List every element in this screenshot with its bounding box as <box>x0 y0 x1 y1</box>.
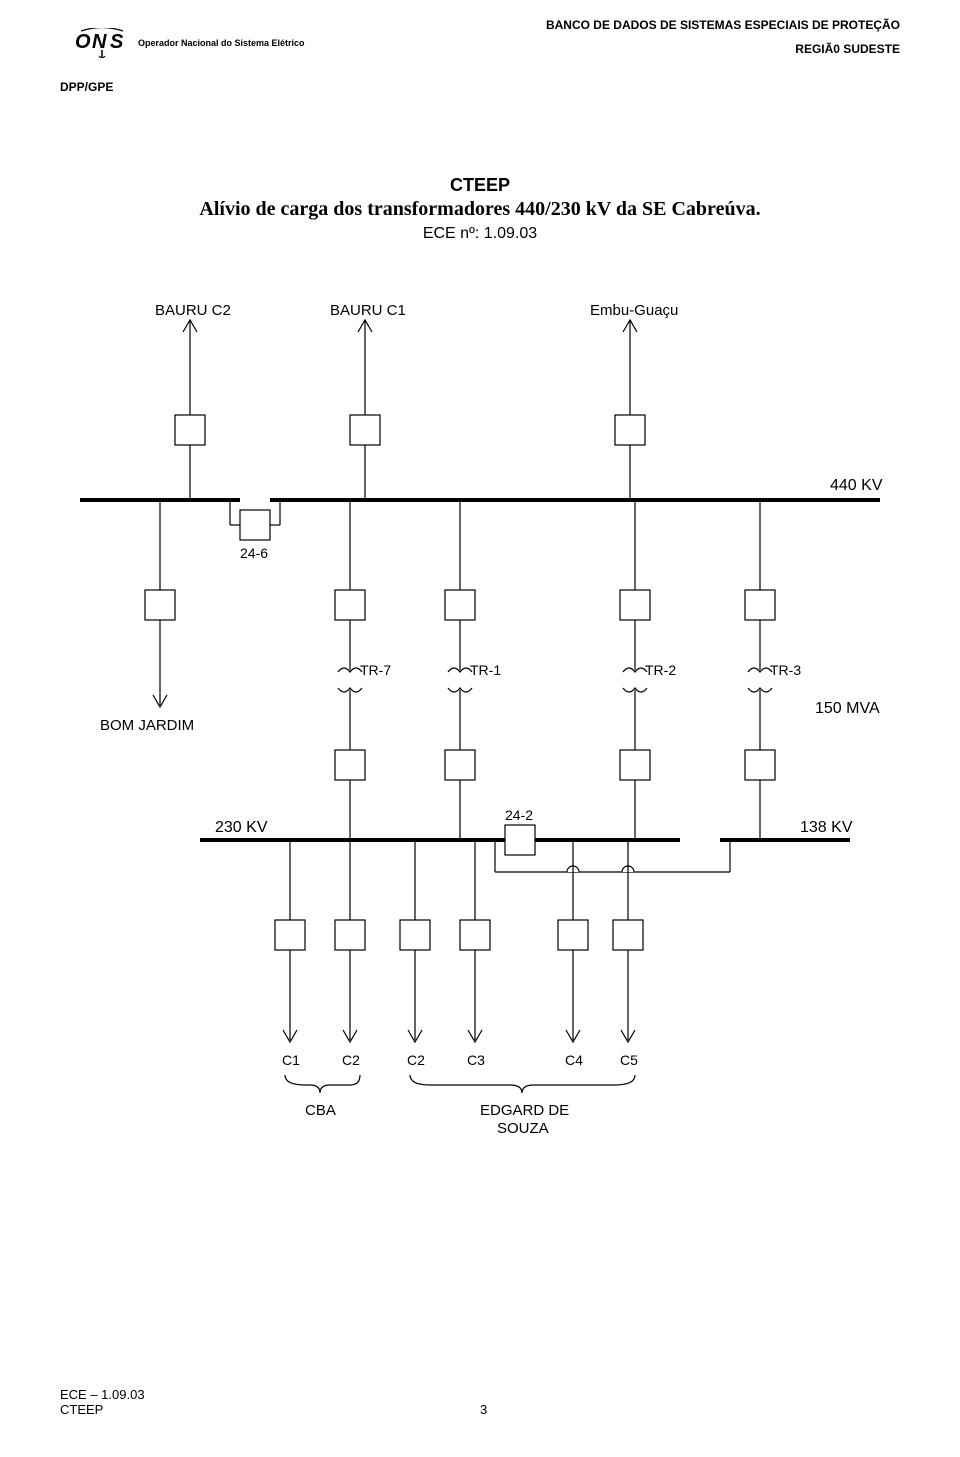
label-150mva: 150 MVA <box>815 700 880 717</box>
dpp-label: DPP/GPE <box>60 80 113 94</box>
label-embu: Embu-Guaçu <box>590 302 678 319</box>
label-24-6: 24-6 <box>240 545 268 561</box>
footer-ece: ECE – 1.09.03 <box>60 1387 145 1402</box>
breaker-box <box>620 590 650 620</box>
logo-block: O N S Operador Nacional do Sistema Elétr… <box>75 28 305 58</box>
breaker-box <box>335 920 365 950</box>
label-bom-jardim: BOM JARDIM <box>100 717 194 734</box>
breaker-box <box>558 920 588 950</box>
svg-text:N: N <box>92 31 107 53</box>
title-main: Alívio de carga dos transformadores 440/… <box>0 198 960 221</box>
label-c4: C4 <box>565 1052 583 1068</box>
breaker-box <box>335 750 365 780</box>
label-cba: CBA <box>305 1102 336 1119</box>
label-c2a: C2 <box>342 1052 360 1068</box>
breaker-box <box>613 920 643 950</box>
title-company: CTEEP <box>0 175 960 196</box>
footer-block: ECE – 1.09.03 CTEEP <box>60 1387 145 1417</box>
breaker-box <box>350 415 380 445</box>
breaker-box <box>745 750 775 780</box>
breaker-box <box>275 920 305 950</box>
label-tr1: TR-1 <box>470 662 501 678</box>
page-number: 3 <box>480 1402 487 1417</box>
footer-cteep: CTEEP <box>60 1402 145 1417</box>
label-tr7: TR-7 <box>360 662 391 678</box>
breaker-24-2 <box>505 825 535 855</box>
header-region: REGIÃ0 SUDESTE <box>546 42 900 56</box>
label-440kv: 440 KV <box>830 477 883 494</box>
breaker-box <box>445 750 475 780</box>
svg-text:O: O <box>75 31 91 53</box>
breaker-box <box>445 590 475 620</box>
breaker-24-6 <box>240 510 270 540</box>
title-ece: ECE nº: 1.09.03 <box>0 225 960 243</box>
breaker-box <box>460 920 490 950</box>
label-c1: C1 <box>282 1052 300 1068</box>
breaker-box <box>615 415 645 445</box>
label-230kv: 230 KV <box>215 819 268 836</box>
label-tr3: TR-3 <box>770 662 801 678</box>
label-bauru-c2: BAURU C2 <box>155 302 231 319</box>
label-souza: SOUZA <box>497 1120 549 1137</box>
svg-text:S: S <box>110 31 124 53</box>
breaker-box <box>175 415 205 445</box>
single-line-diagram: BAURU C2 BAURU C1 Embu-Guaçu <box>60 300 900 1250</box>
label-bauru-c1: BAURU C1 <box>330 302 406 319</box>
title-block: CTEEP Alívio de carga dos transformadore… <box>0 175 960 243</box>
label-c3: C3 <box>467 1052 485 1068</box>
label-c5: C5 <box>620 1052 638 1068</box>
label-tr2: TR-2 <box>645 662 676 678</box>
header-title: BANCO DE DADOS DE SISTEMAS ESPECIAIS DE … <box>546 18 900 32</box>
breaker-box <box>335 590 365 620</box>
header-right: BANCO DE DADOS DE SISTEMAS ESPECIAIS DE … <box>546 18 900 56</box>
breaker-box <box>745 590 775 620</box>
breaker-box <box>620 750 650 780</box>
breaker-box <box>400 920 430 950</box>
breaker-box <box>145 590 175 620</box>
ons-logo-icon: O N S <box>75 28 130 58</box>
label-c2b: C2 <box>407 1052 425 1068</box>
logo-text: Operador Nacional do Sistema Elétrico <box>138 38 305 48</box>
label-138kv: 138 KV <box>800 819 853 836</box>
label-edgard: EDGARD DE <box>480 1102 569 1119</box>
label-24-2: 24-2 <box>505 807 533 823</box>
